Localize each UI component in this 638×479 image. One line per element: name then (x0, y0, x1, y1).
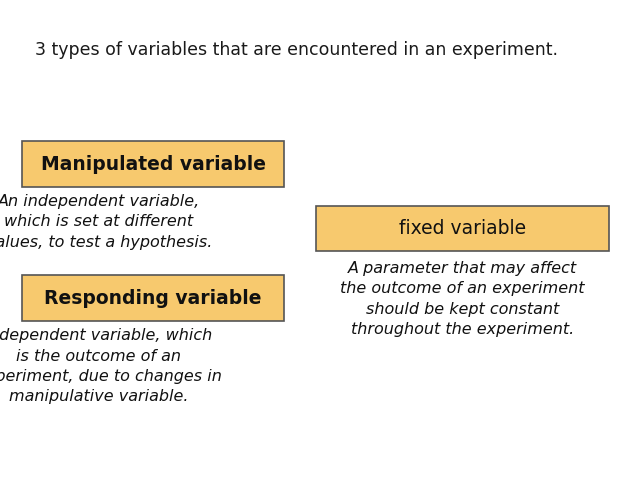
Text: A parameter that may affect
the outcome of an experiment
should be kept constant: A parameter that may affect the outcome … (340, 261, 585, 337)
Text: fixed variable: fixed variable (399, 219, 526, 238)
FancyBboxPatch shape (22, 275, 284, 321)
Text: A dependent variable, which
is the outcome of an
experiment, due to changes in
m: A dependent variable, which is the outco… (0, 328, 222, 404)
Text: Manipulated variable: Manipulated variable (41, 155, 265, 173)
Text: 3 types of variables that are encountered in an experiment.: 3 types of variables that are encountere… (35, 41, 558, 59)
Text: An independent variable,
which is set at different
values, to test a hypothesis.: An independent variable, which is set at… (0, 194, 212, 250)
FancyBboxPatch shape (316, 206, 609, 251)
Text: Responding variable: Responding variable (45, 289, 262, 308)
FancyBboxPatch shape (22, 141, 284, 187)
